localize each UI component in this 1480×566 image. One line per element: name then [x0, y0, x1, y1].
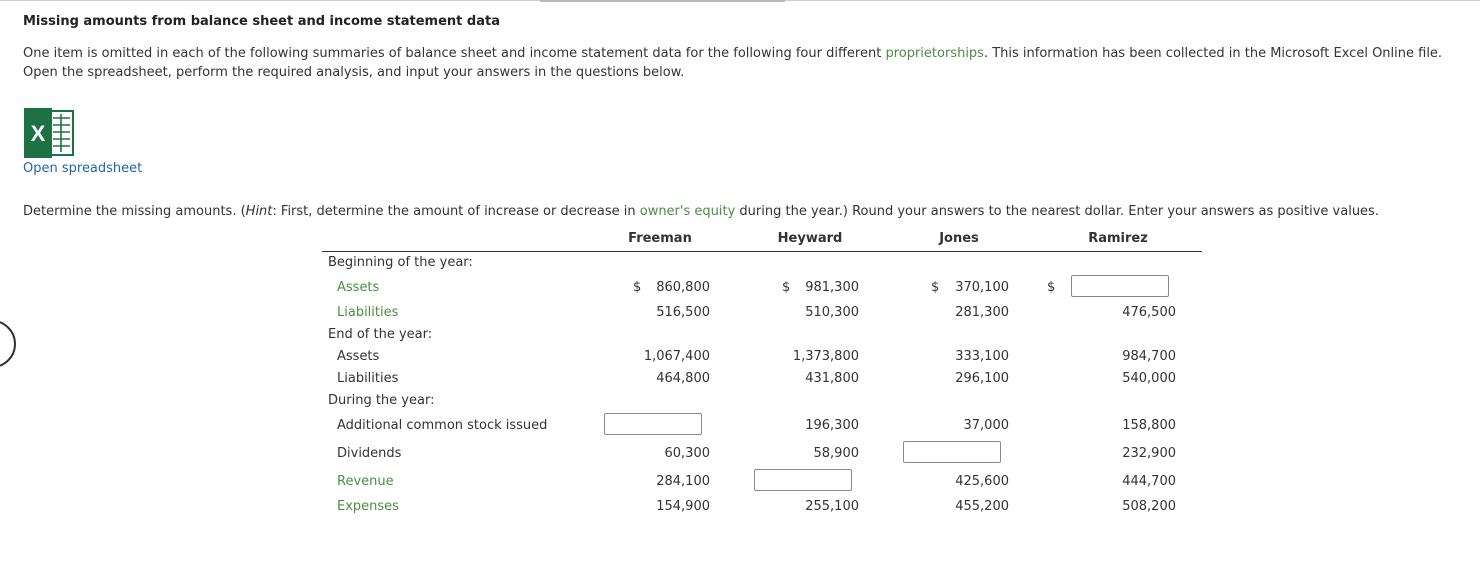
- value-freeman-end-assets: 1,067,400: [643, 349, 710, 364]
- col-header-heyward: Heyward: [777, 231, 843, 246]
- value-heyward-end-liabilities: 431,800: [805, 371, 859, 386]
- proprietorships-link[interactable]: proprietorships: [885, 46, 984, 61]
- value-jones-end-liabilities: 296,100: [955, 371, 1009, 386]
- row-label-dividends: Dividends: [337, 446, 402, 461]
- col-header-freeman: Freeman: [628, 231, 692, 246]
- value-freeman-beg-liabilities: 516,500: [656, 305, 710, 320]
- open-spreadsheet-link[interactable]: Open spreadsheet: [23, 161, 143, 176]
- excel-icon[interactable]: X: [23, 108, 75, 158]
- value-ramirez-end-liabilities: 540,000: [1122, 371, 1176, 386]
- input-freeman-stock-issued[interactable]: [604, 413, 702, 435]
- value-ramirez-dividends: 232,900: [1122, 446, 1176, 461]
- section-beginning: Beginning of the year:: [328, 255, 473, 270]
- dollar-sign: $: [633, 280, 642, 295]
- dollar-sign: $: [782, 280, 791, 295]
- section-end: End of the year:: [328, 327, 433, 342]
- value-heyward-end-assets: 1,373,800: [792, 349, 859, 364]
- input-jones-dividends[interactable]: [903, 441, 1001, 463]
- dollar-sign: $: [931, 280, 940, 295]
- col-header-jones: Jones: [939, 231, 979, 246]
- top-divider-accent: [540, 0, 785, 2]
- col-header-ramirez: Ramirez: [1088, 231, 1148, 246]
- value-heyward-beg-assets: 981,300: [805, 280, 859, 295]
- intro-paragraph: One item is omitted in each of the follo…: [23, 44, 1475, 82]
- instr-pre: Determine the missing amounts. (: [23, 204, 246, 219]
- row-label-revenue[interactable]: Revenue: [337, 474, 394, 489]
- value-freeman-revenue: 284,100: [656, 474, 710, 489]
- section-during: During the year:: [328, 393, 435, 408]
- instr-mid: : First, determine the amount of increas…: [272, 204, 640, 219]
- value-ramirez-beg-liabilities: 476,500: [1122, 305, 1176, 320]
- intro-text-2: . This information has been collected in…: [23, 46, 1443, 80]
- value-jones-stock-issued: 37,000: [963, 418, 1010, 433]
- value-heyward-dividends: 58,900: [813, 446, 860, 461]
- input-ramirez-beg-assets[interactable]: [1071, 275, 1169, 297]
- row-label-beg-assets[interactable]: Assets: [337, 280, 380, 295]
- value-jones-end-assets: 333,100: [955, 349, 1009, 364]
- row-label-end-liabilities: Liabilities: [337, 371, 399, 386]
- value-heyward-expenses: 255,100: [805, 499, 859, 514]
- instruction-text: Determine the missing amounts. (Hint: Fi…: [23, 204, 1379, 219]
- instr-post: during the year.) Round your answers to …: [735, 204, 1379, 219]
- value-freeman-expenses: 154,900: [656, 499, 710, 514]
- excel-icon-letter: X: [31, 121, 46, 146]
- value-jones-revenue: 425,600: [955, 474, 1009, 489]
- value-jones-beg-liabilities: 281,300: [955, 305, 1009, 320]
- header-rule: [322, 251, 1202, 252]
- value-ramirez-expenses: 508,200: [1122, 499, 1176, 514]
- row-label-beg-liabilities[interactable]: Liabilities: [337, 305, 399, 320]
- intro-text-1: One item is omitted in each of the follo…: [23, 46, 886, 61]
- input-heyward-revenue[interactable]: [754, 469, 852, 491]
- circle-icon: [0, 320, 16, 368]
- row-label-stock-issued: Additional common stock issued: [337, 418, 548, 433]
- owners-equity-link[interactable]: owner's equity: [639, 204, 736, 219]
- row-label-end-assets: Assets: [337, 349, 380, 364]
- row-label-expenses[interactable]: Expenses: [337, 499, 399, 514]
- value-freeman-end-liabilities: 464,800: [656, 371, 710, 386]
- value-jones-beg-assets: 370,100: [955, 280, 1009, 295]
- value-ramirez-revenue: 444,700: [1122, 474, 1176, 489]
- instr-hint: Hint: [245, 204, 273, 219]
- value-heyward-stock-issued: 196,300: [805, 418, 859, 433]
- value-ramirez-end-assets: 984,700: [1122, 349, 1176, 364]
- value-freeman-dividends: 60,300: [664, 446, 711, 461]
- value-heyward-beg-liabilities: 510,300: [805, 305, 859, 320]
- value-jones-expenses: 455,200: [955, 499, 1009, 514]
- value-ramirez-stock-issued: 158,800: [1122, 418, 1176, 433]
- dollar-sign: $: [1047, 280, 1056, 295]
- question-title: Missing amounts from balance sheet and i…: [23, 14, 500, 29]
- value-freeman-beg-assets: 860,800: [656, 280, 710, 295]
